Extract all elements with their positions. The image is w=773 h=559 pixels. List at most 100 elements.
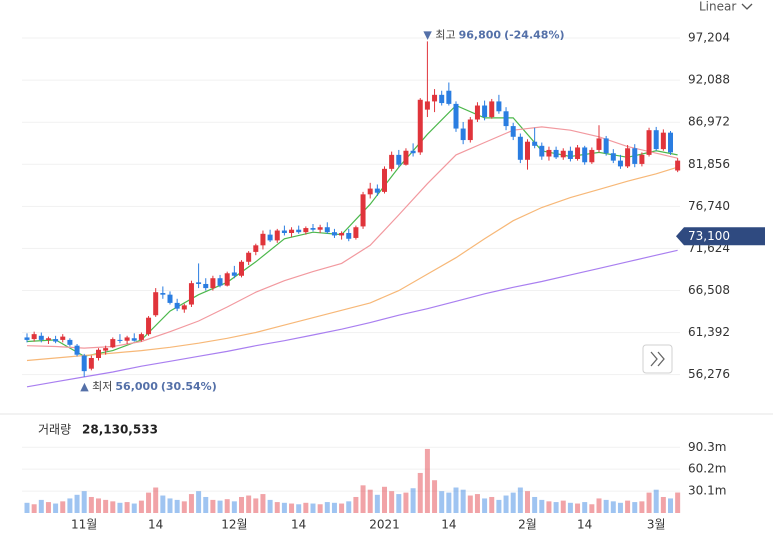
candle-body bbox=[453, 103, 459, 129]
x-tick-label: 14 bbox=[441, 518, 456, 532]
volume-bar bbox=[131, 503, 137, 513]
candle-body bbox=[403, 150, 409, 165]
volume-bar bbox=[146, 492, 152, 513]
scroll-icon[interactable] bbox=[650, 351, 665, 367]
candle-body bbox=[432, 94, 438, 102]
volume-bar bbox=[153, 487, 159, 513]
x-tick-label: 12월 bbox=[221, 518, 247, 532]
volume-bar bbox=[403, 492, 409, 513]
volume-bar bbox=[467, 495, 473, 513]
volume-bar bbox=[60, 501, 66, 513]
price-marker-label: 73,100 bbox=[688, 229, 730, 243]
candle-body bbox=[31, 334, 37, 340]
annotation-change: (30.54%) bbox=[161, 380, 217, 393]
x-tick-label: 14 bbox=[148, 518, 163, 532]
candle-body bbox=[239, 261, 244, 276]
volume-bar bbox=[196, 491, 202, 513]
volume-bar bbox=[496, 499, 502, 513]
candle-body bbox=[53, 339, 59, 342]
candle-body bbox=[196, 282, 202, 284]
volume-bar bbox=[503, 495, 509, 513]
candle-body bbox=[610, 153, 616, 161]
candle-body bbox=[389, 154, 395, 169]
candle-body bbox=[289, 229, 295, 233]
candle-body bbox=[174, 302, 180, 309]
y-tick-label: 86,972 bbox=[688, 115, 730, 129]
candle-body bbox=[560, 150, 566, 158]
candle-body bbox=[410, 150, 416, 154]
candle-body bbox=[281, 230, 287, 233]
annotation-value: 56,000 bbox=[115, 380, 158, 393]
volume-bar bbox=[575, 503, 581, 513]
volume-bar bbox=[138, 500, 144, 513]
y-tick-label: 92,088 bbox=[688, 73, 730, 87]
candle-body bbox=[482, 105, 488, 118]
volume-bar bbox=[260, 494, 266, 513]
volume-bar bbox=[317, 504, 323, 513]
candle-body bbox=[603, 138, 609, 154]
candle-body bbox=[246, 252, 252, 262]
candle-body bbox=[224, 273, 230, 286]
candle-body bbox=[532, 141, 538, 146]
volume-bar bbox=[596, 498, 602, 513]
candle-body bbox=[138, 334, 144, 340]
annotation-change: (-24.48%) bbox=[504, 28, 564, 41]
x-tick-label: 14 bbox=[577, 518, 592, 532]
y-tick-label: 81,856 bbox=[688, 157, 730, 171]
moving-average-line bbox=[26, 126, 678, 349]
volume-bar bbox=[453, 487, 459, 513]
candle-body bbox=[639, 154, 645, 164]
candle-body bbox=[24, 337, 30, 340]
volume-bar bbox=[331, 502, 337, 513]
candle-body bbox=[110, 339, 116, 348]
volume-bar bbox=[289, 503, 295, 513]
volume-bar bbox=[38, 499, 44, 513]
volume-bar bbox=[582, 502, 588, 513]
annotation-value: 96,800 bbox=[459, 28, 502, 41]
volume-bar bbox=[553, 502, 559, 513]
candle-body bbox=[331, 232, 337, 236]
volume-bar bbox=[482, 498, 488, 513]
volume-bar bbox=[160, 495, 166, 513]
volume-bar bbox=[517, 487, 523, 513]
volume-bar bbox=[525, 491, 530, 513]
x-tick-label: 2021 bbox=[369, 518, 400, 532]
moving-average-line bbox=[26, 166, 678, 362]
dropdown-chevron[interactable] bbox=[741, 3, 753, 10]
candle-body bbox=[510, 126, 516, 137]
candle-body bbox=[81, 355, 87, 372]
candle-body bbox=[346, 232, 352, 239]
volume-bar bbox=[224, 499, 230, 513]
volume-bar bbox=[653, 489, 659, 513]
volume-bar bbox=[353, 496, 359, 513]
candle-body bbox=[353, 227, 359, 238]
x-tick-label: 14 bbox=[291, 518, 306, 532]
candle-body bbox=[131, 338, 137, 341]
x-tick-label: 3월 bbox=[647, 518, 666, 532]
y-tick-label: 56,276 bbox=[688, 367, 730, 381]
candle-body bbox=[382, 168, 387, 192]
candle-body bbox=[596, 138, 602, 150]
candle-body bbox=[296, 229, 302, 233]
volume-bar bbox=[81, 491, 87, 513]
y-tick-label: 66,508 bbox=[688, 283, 730, 297]
volume-bar bbox=[675, 492, 681, 513]
volume-bar bbox=[446, 492, 452, 513]
volume-bar bbox=[410, 488, 416, 513]
candle-body bbox=[646, 130, 652, 155]
volume-bar bbox=[625, 500, 631, 513]
candle-body bbox=[38, 335, 44, 340]
volume-bar bbox=[389, 491, 395, 513]
scale-mode[interactable]: Linear bbox=[699, 0, 736, 14]
moving-average-line bbox=[26, 104, 678, 357]
price-marker bbox=[676, 227, 765, 246]
volume-bar bbox=[267, 499, 273, 513]
annotation-label: 최고 bbox=[435, 28, 455, 41]
volume-bar bbox=[296, 504, 302, 513]
volume-bar bbox=[539, 499, 545, 513]
volume-bar bbox=[45, 502, 51, 513]
candle-body bbox=[653, 130, 659, 150]
candle-body bbox=[396, 154, 402, 165]
volume-bar bbox=[396, 494, 402, 513]
candle-body bbox=[96, 349, 101, 358]
